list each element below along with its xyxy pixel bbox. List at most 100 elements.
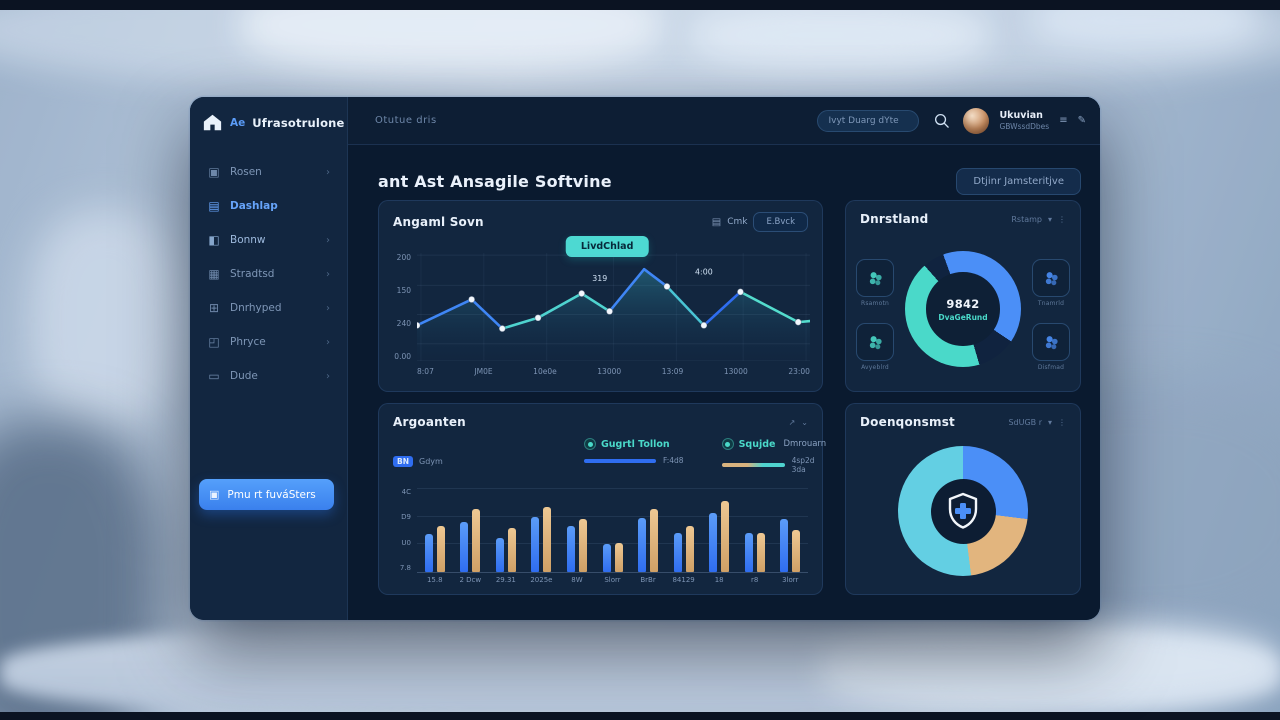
y-tick: 200 — [396, 253, 411, 262]
x-tick: 29.31 — [495, 576, 516, 584]
legend2-name2: Dmrouarn — [783, 439, 827, 449]
menu-item-icon: ◰ — [208, 335, 220, 349]
bar-group — [488, 488, 524, 572]
bar-blue — [531, 517, 540, 572]
sidebar-cta-button[interactable]: ▣ Pmu rt fuváSters — [199, 479, 334, 510]
menu-item-label: Phryce — [230, 336, 266, 348]
bar-group — [595, 488, 631, 572]
sidebar-item-dude[interactable]: ▭ Dude › — [202, 364, 335, 388]
menu-item-icon: ▦ — [208, 267, 220, 281]
menu-item-label: Dashlap — [230, 200, 278, 212]
breadcrumb: Otutue dris — [375, 115, 437, 126]
menu-item-label: Dnrhyped — [230, 302, 282, 314]
bar-group — [559, 488, 595, 572]
bar-tan — [756, 532, 765, 572]
search-input[interactable] — [817, 109, 920, 132]
tile-label: Tnamrld — [1037, 300, 1065, 307]
donut2-center — [930, 478, 996, 544]
x-tick: JM0E — [474, 367, 493, 376]
app-logo: Ae Ufrasotrulone — [202, 113, 344, 132]
x-tick: Slorr — [604, 576, 621, 584]
sidebar-menu: ▣ Rosen › ▤ Dashlap ◧ Bonnw › ▦ Stradtsd › ⊞ Dn… — [202, 160, 335, 388]
cluster-icon — [1045, 335, 1058, 349]
cluster-icon — [869, 335, 882, 349]
stat-tile[interactable]: Avyeblrd — [856, 323, 894, 371]
pen-icon[interactable]: ✎ — [1077, 115, 1086, 126]
bar-blue — [424, 534, 433, 572]
menu-item-label: Stradtsd — [230, 268, 275, 280]
legend2-swatch — [721, 463, 785, 467]
user-subtitle: GBWssdDbes — [999, 122, 1050, 131]
x-tick: 2 Dcw — [459, 576, 482, 584]
line-card-button[interactable]: E.Bvck — [753, 212, 808, 232]
menu-icon[interactable]: ≡ — [1059, 115, 1068, 126]
bar-mini-label: Gdym — [419, 457, 443, 466]
sidebar-cta-label: Pmu rt fuváSters — [227, 488, 316, 501]
bar-tan — [543, 507, 552, 572]
line-x-axis: 8:07 JM0E 10e0e 13000 13:09 13000 23:00 — [417, 367, 810, 376]
bar-blue — [709, 513, 718, 572]
legend1-value: F:4d8 — [663, 456, 684, 465]
layers-icon[interactable]: ▤ — [711, 216, 722, 228]
y-tick: U0 — [401, 538, 411, 547]
sidebar-item-rosen[interactable]: ▣ Rosen › — [202, 160, 335, 184]
sidebar-item-phryce[interactable]: ◰ Phryce › — [202, 330, 335, 354]
page-action-button[interactable]: Dtjinr Jamsteritjve — [956, 168, 1081, 195]
chevron-right-icon: › — [326, 370, 330, 382]
bar-tan — [685, 525, 694, 572]
kebab-menu-icon[interactable]: ⋮ — [1058, 417, 1066, 427]
x-tick: 3lorr — [782, 576, 799, 584]
line-chart-card: Angaml Sovn ▤ Cmk E.Bvck LivdChlad 200 15… — [378, 200, 823, 392]
sidebar-item-dnrhyped[interactable]: ⊞ Dnrhyped › — [202, 296, 335, 320]
search-icon[interactable] — [929, 109, 953, 133]
line-card-control-label: Cmk — [727, 217, 748, 227]
donut-card-2: Doenqonsmst SdUGB r ▾ ⋮ — [845, 403, 1081, 595]
user-avatar[interactable] — [963, 107, 990, 134]
bar-blue — [602, 544, 611, 572]
sidebar-item-bonnw[interactable]: ◧ Bonnw › — [202, 228, 335, 252]
square-icon: ▣ — [209, 488, 220, 501]
stat-tile[interactable]: Rsamotn — [856, 259, 894, 307]
sidebar-item-dashlap[interactable]: ▤ Dashlap — [202, 194, 335, 218]
kebab-menu-icon[interactable]: ⋮ — [1058, 214, 1066, 224]
shield-cross-icon — [948, 492, 978, 529]
x-tick: 2025e — [530, 576, 553, 584]
brand-name: Ufrasotrulone — [252, 115, 345, 130]
x-tick: 15.8 — [426, 576, 443, 584]
dashboard-window: Ae Ufrasotrulone ▣ Rosen › ▤ Dashlap ◧ Bonn… — [190, 97, 1100, 620]
x-tick: 84129 — [672, 576, 695, 584]
user-info: Ukuvian GBWssdDbes — [999, 110, 1049, 131]
tile-label: Avyeblrd — [861, 364, 889, 371]
legend-item: Squjde Dmrouarn 4sp2d 3da — [721, 438, 827, 474]
menu-item-icon: ▭ — [208, 369, 220, 383]
bar-group — [666, 488, 702, 572]
donut2-meta-label: SdUGB r — [1008, 417, 1042, 427]
collapse-icon[interactable]: ⌄ — [801, 417, 808, 427]
caret-down-icon[interactable]: ▾ — [1047, 214, 1052, 224]
donut1-center: 9842 DvaGeRund — [926, 272, 1000, 346]
main-pane: Otutue dris Ukuvian GBWssdDbes ≡ ✎ ant A… — [348, 97, 1100, 620]
bar-blue — [744, 532, 753, 572]
cluster-icon — [869, 271, 882, 285]
donut-card-1: Dnrstland Rstamp ▾ ⋮ 9842 DvaGeRund — [845, 200, 1081, 392]
sidebar: Ae Ufrasotrulone ▣ Rosen › ▤ Dashlap ◧ Bonn… — [190, 97, 348, 620]
bn-chip: BN — [393, 456, 413, 467]
y-tick: 0.00 — [394, 352, 411, 361]
bar-tan — [436, 525, 445, 572]
y-tick: 150 — [396, 286, 411, 295]
legend-item: Gugrtl Tollon F:4d8 — [584, 438, 684, 474]
expand-icon[interactable]: ↗ — [788, 417, 796, 427]
bar-group — [453, 488, 489, 572]
menu-item-icon: ▤ — [208, 199, 220, 213]
house-icon — [203, 114, 222, 131]
line-y-axis: 200 150 240 0.00 — [387, 253, 411, 361]
caret-down-icon[interactable]: ▾ — [1047, 417, 1052, 427]
x-tick: 23:00 — [788, 367, 810, 376]
sidebar-item-stradtsd[interactable]: ▦ Stradtsd › — [202, 262, 335, 286]
y-tick: 7.8 — [399, 563, 411, 572]
bar-group — [417, 488, 453, 572]
chevron-right-icon: › — [326, 268, 330, 280]
stat-tile[interactable]: Tnamrld — [1032, 259, 1070, 307]
stat-tile[interactable]: Disfmad — [1032, 323, 1070, 371]
bar-tan — [614, 542, 623, 572]
